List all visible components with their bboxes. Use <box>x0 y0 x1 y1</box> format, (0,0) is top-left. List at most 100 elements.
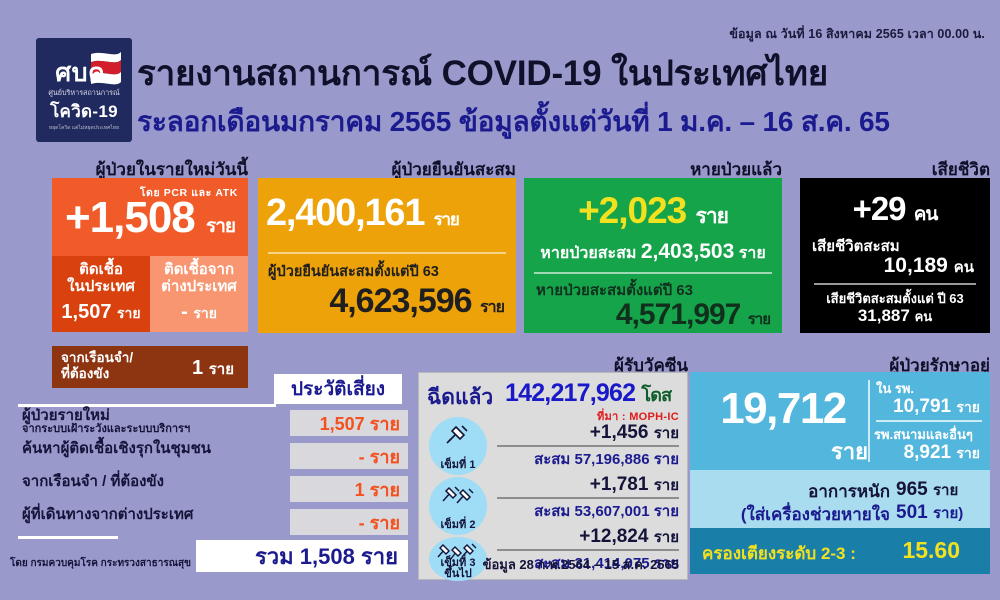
deaths-value: +29 คน <box>852 190 939 227</box>
treatment-unit: ราย <box>830 439 868 464</box>
deaths-panel: +29 คน เสียชีวิตสะสม 10,189 คน เสียชีวิต… <box>800 178 990 333</box>
recovered-since-value: 4,571,997 ราย <box>615 298 771 331</box>
treatment-bed-block: ครองเตียงระดับ 2-3 : 15.60 <box>690 528 990 574</box>
foreign-label-2: ต่างประเทศ <box>161 277 237 295</box>
risk-row-overseas: ผู้ที่เดินทางจากต่างประเทศ - ราย <box>18 507 408 537</box>
heading-vaccine: ผู้รับวัคซีน <box>614 356 688 375</box>
data-timestamp: ข้อมูล ณ วันที่ 16 สิงหาคม 2565 เวลา 00.… <box>729 27 985 41</box>
risk-row-new-cases: ผู้ป่วยรายใหม่ จากระบบเฝ้าระวังและระบบบร… <box>18 408 408 438</box>
severe-value: 965 ราย <box>896 479 959 500</box>
domestic-cases-cell: ติดเชื้อ ในประเทศ 1,507 ราย <box>52 256 150 332</box>
divider <box>18 404 276 407</box>
syringe-glyph <box>429 423 487 447</box>
cumulative-value: 2,400,161 ราย <box>266 192 460 234</box>
deaths-since-value: 31,887 คน <box>857 306 933 325</box>
vaccine-row-2-today: +1,781 ราย <box>589 474 679 495</box>
cumulative-since-label: ผู้ป่วยยืนยันสะสมตั้งแต่ปี 63 <box>268 264 439 280</box>
divider <box>497 445 679 447</box>
vaccine-row-3-today: +12,824 ราย <box>579 526 679 547</box>
syringe-glyph <box>429 539 487 563</box>
foreign-cases-cell: ติดเชื้อจาก ต่างประเทศ - ราย <box>150 256 248 332</box>
risk-total: รวม 1,508 ราย <box>196 540 408 572</box>
logo-covid-text: โควิด-19 <box>50 101 118 121</box>
syringe-3-icon: เข็มที่ 3 ขึ้นไป <box>429 537 487 581</box>
vaccine-source: ที่มา : MOPH-IC <box>596 411 679 423</box>
treatment-severe-block: อาการหนัก 965 ราย (ใส่เครื่องช่วยหายใจ 5… <box>690 470 990 528</box>
divider <box>268 252 506 254</box>
domestic-value: 1,507 ราย <box>61 300 141 323</box>
syringe-glyph <box>429 483 487 507</box>
new-cases-byline: โดย PCR และ ATK <box>139 187 238 199</box>
logo-tagline: หยุดโควิด แต่ไม่หยุดประเทศไทย <box>48 124 120 131</box>
risk-label: ค้นหาผู้ติดเชื้อเชิงรุกในชุมชน <box>22 440 212 457</box>
vaccine-row-1-cumulative: สะสม 57,196,886 ราย <box>534 451 679 468</box>
risk-label: ผู้ที่เดินทางจากต่างประเทศ <box>22 506 194 523</box>
vaccine-panel: ฉีดแล้ว 142,217,962 โดส ที่มา : MOPH-IC … <box>418 372 688 581</box>
in-hospital-value: 10,791 ราย <box>893 396 980 417</box>
cumulative-since-value: 4,623,596 ราย <box>329 282 505 320</box>
vaccine-injected-label: ฉีดแล้ว <box>427 386 494 409</box>
risk-value: - ราย <box>290 443 408 469</box>
domestic-label-1: ติดเชื้อ <box>79 261 123 278</box>
recovered-since-label: หายป่วยสะสมตั้งแต่ปี 63 <box>536 282 693 299</box>
risk-history-title: ประวัติเสี่ยง <box>274 374 402 404</box>
recovered-cumulative: หายป่วยสะสม 2,403,503 ราย <box>540 240 766 263</box>
vaccine-footer: ข้อมูล 28 ก.พ.2564 – 15 ส.ค. 2565 <box>482 557 679 572</box>
divider <box>814 283 976 285</box>
bed-occupancy-value: 15.60 <box>902 537 960 563</box>
field-hospital-label: รพ.สนามและอื่นๆ <box>874 427 973 442</box>
vaccine-row-2-cumulative: สะสม 53,607,001 ราย <box>534 503 679 520</box>
recovered-panel: +2,023 ราย หายป่วยสะสม 2,403,503 ราย หาย… <box>524 178 782 333</box>
prison-cases-cell: จากเรือนจำ/ที่ต้องขัง 1 ราย <box>52 346 248 388</box>
page-subtitle: ระลอกเดือนมกราคม 2565 ข้อมูลตั้งแต่วันที… <box>137 106 890 137</box>
severe-label: อาการหนัก <box>808 482 890 501</box>
new-cases-panel: โดย PCR และ ATK +1,508 ราย <box>52 178 248 256</box>
heading-cumulative: ผู้ป่วยยืนยันสะสม <box>391 160 516 179</box>
prison-label: จากเรือนจำ/ที่ต้องขัง <box>61 350 134 381</box>
foreign-label-1: ติดเชื้อจาก <box>163 261 235 278</box>
credit-text: โดย กรมควบคุมโรค กระทรวงสาธารณสุข <box>10 558 191 569</box>
ventilator-value: 501 ราย) <box>896 502 964 523</box>
syringe-2-icon: เข็มที่ 2 <box>429 477 487 535</box>
vaccine-row-3-cumulative: สะสม 31,414,075 ราย <box>534 555 679 572</box>
vaccine-total: 142,217,962 โดส <box>505 379 672 407</box>
heading-recovered: หายป่วยแล้ว <box>690 160 782 179</box>
treatment-value: 19,712 <box>720 384 847 433</box>
recovered-value: +2,023 ราย <box>578 190 729 231</box>
risk-value: - ราย <box>290 509 408 535</box>
heading-deaths: เสียชีวิต <box>931 160 990 179</box>
risk-label: จากเรือนจำ / ที่ต้องขัง <box>22 473 164 490</box>
deaths-since-label: เสียชีวิตสะสมตั้งแต่ ปี 63 <box>826 291 964 306</box>
divider <box>876 420 982 422</box>
cumulative-panel: 2,400,161 ราย ผู้ป่วยยืนยันสะสมตั้งแต่ปี… <box>258 178 516 333</box>
risk-row-prison: จากเรือนจำ / ที่ต้องขัง 1 ราย <box>18 474 408 504</box>
new-cases-value: +1,508 ราย <box>64 193 236 242</box>
divider <box>497 549 679 551</box>
foreign-value: - ราย <box>181 300 217 323</box>
treatment-main-block: 19,712 ราย ใน รพ. 10,791 ราย รพ.สนามและอ… <box>690 372 990 470</box>
ccsa-logo: ศบค. ศูนย์บริหารสถานการณ์ โควิด-19 หยุดโ… <box>36 38 132 142</box>
divider <box>18 536 118 539</box>
divider <box>534 272 772 274</box>
treatment-panel: 19,712 ราย ใน รพ. 10,791 ราย รพ.สนามและอ… <box>690 372 990 580</box>
risk-label: ผู้ป่วยรายใหม่ จากระบบเฝ้าระวังและระบบบร… <box>22 407 191 435</box>
vaccine-row-1-today: +1,456 ราย <box>589 422 679 443</box>
logo-main-text: ศบค. <box>55 58 113 87</box>
deaths-cum-label: เสียชีวิตสะสม <box>812 238 900 255</box>
ventilator-label: (ใส่เครื่องช่วยหายใจ <box>740 505 890 524</box>
heading-new-cases: ผู้ป่วยในรายใหม่วันนี้ <box>95 160 248 179</box>
divider <box>868 380 870 462</box>
risk-value: 1,507 ราย <box>290 410 408 436</box>
syringe-3-caption: เข็มที่ 3 ขึ้นไป <box>440 556 476 581</box>
risk-row-active-search: ค้นหาผู้ติดเชื้อเชิงรุกในชุมชน - ราย <box>18 441 408 471</box>
thai-flag-ribbon-icon <box>91 52 121 85</box>
risk-value: 1 ราย <box>290 476 408 502</box>
divider <box>497 497 679 499</box>
syringe-1-icon: เข็มที่ 1 <box>429 417 487 475</box>
heading-treatment: ผู้ป่วยรักษาอยู่ <box>889 356 990 375</box>
in-hospital-label: ใน รพ. <box>876 381 915 396</box>
syringe-1-caption: เข็มที่ 1 <box>440 459 476 472</box>
prison-value: 1 ราย <box>192 357 234 379</box>
page-title: รายงานสถานการณ์ COVID-19 ในประเทศไทย <box>137 54 829 93</box>
